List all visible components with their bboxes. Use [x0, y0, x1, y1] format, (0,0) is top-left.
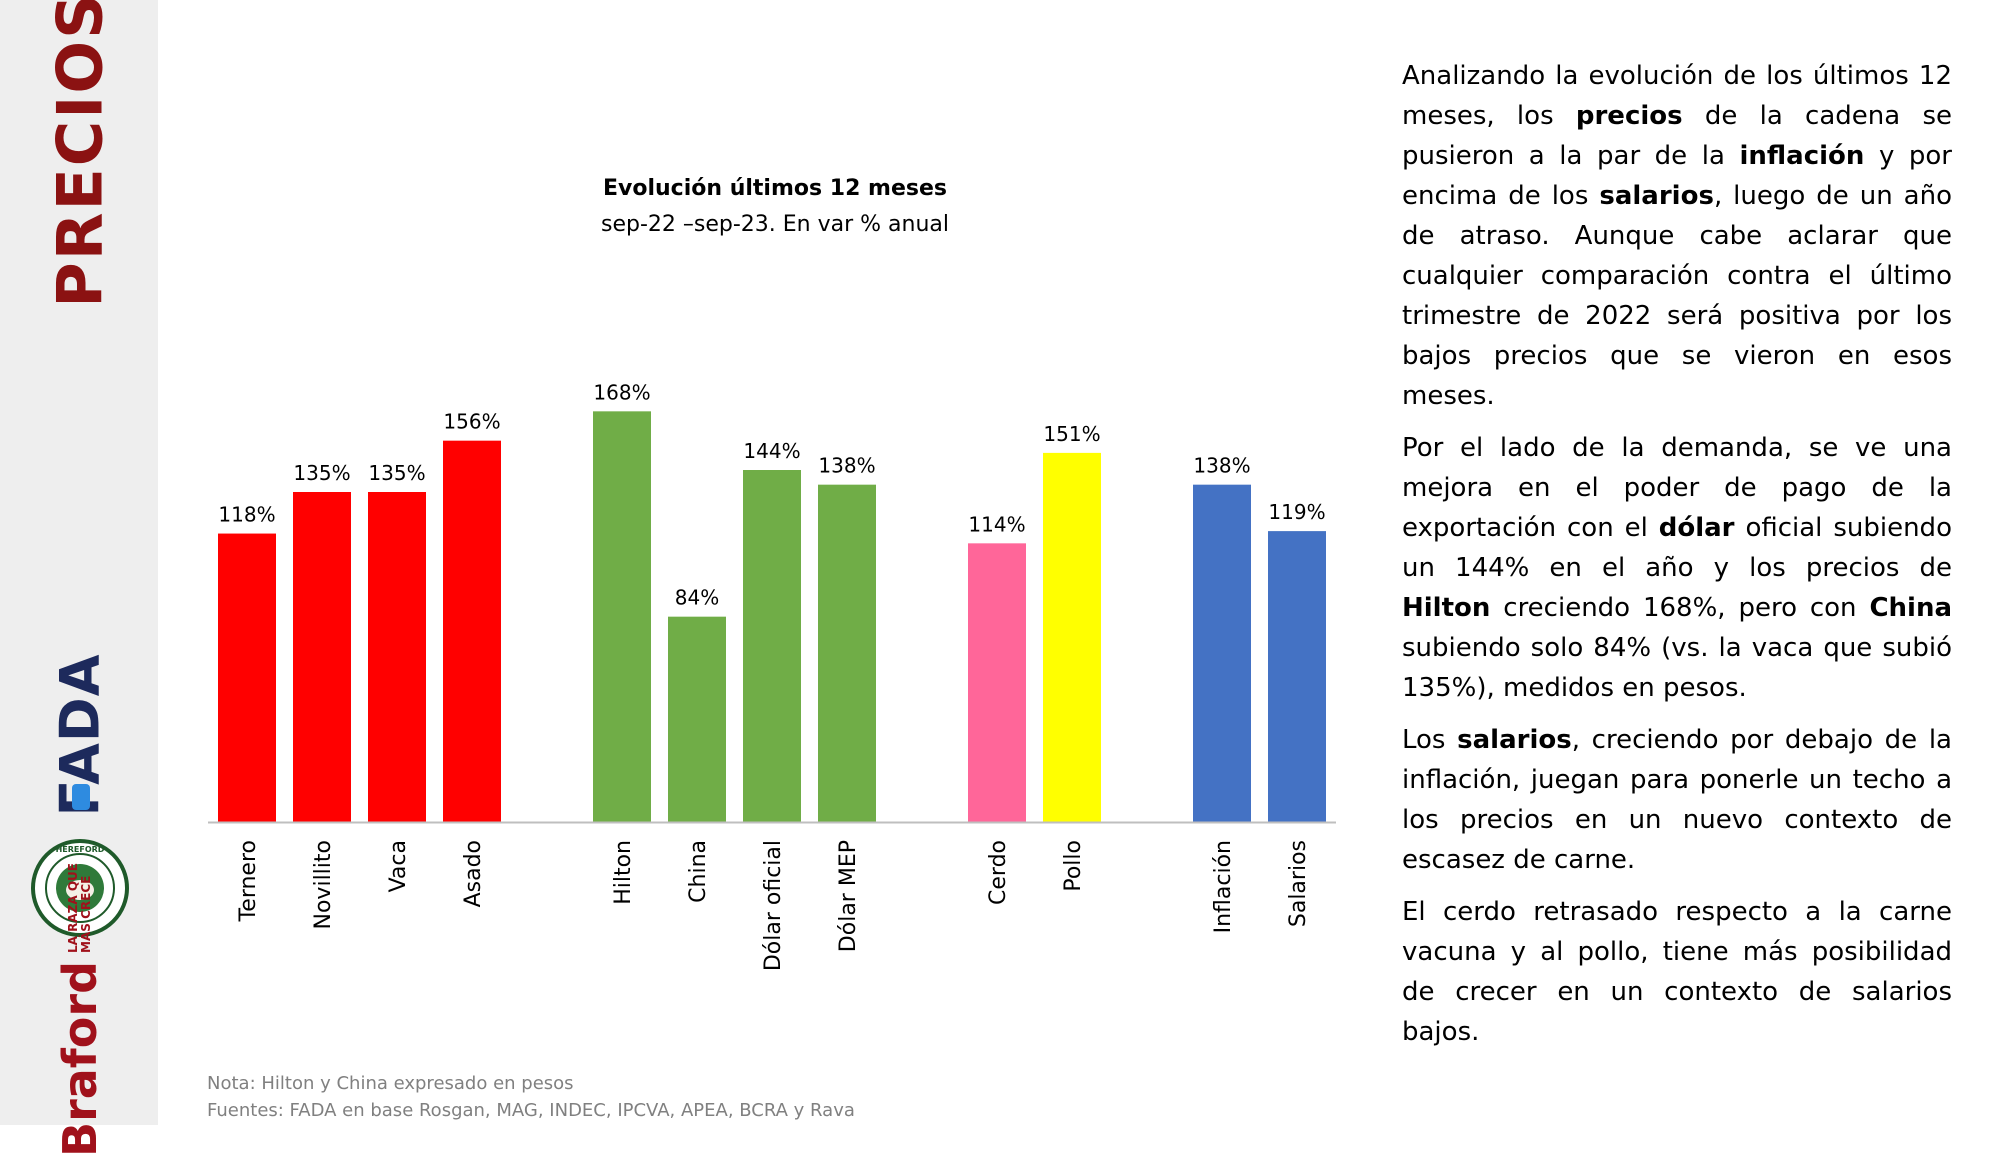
- data-label: 119%: [1268, 500, 1325, 524]
- category-label: Dólar oficial: [761, 840, 786, 971]
- source-text: Fuentes: FADA en base Rosgan, MAG, INDEC…: [207, 1100, 855, 1121]
- data-label: 138%: [1193, 454, 1250, 478]
- bar: [1268, 531, 1326, 822]
- chart-notes: Nota: Hilton y China expresado en pesos …: [207, 1070, 855, 1124]
- commentary-paragraph: Los salarios, creciendo por debajo de la…: [1402, 725, 1952, 875]
- category-label: Inflación: [1211, 840, 1236, 933]
- sidebar: PRECIOS FADA HEREFORD Braford LA RAZA QU…: [0, 0, 158, 1157]
- hereford-seal-logo: HEREFORD: [31, 839, 129, 937]
- braford-logo: Braford LA RAZA QUE MÁS CRECE: [53, 863, 107, 1157]
- braford-slogan: LA RAZA QUE MÁS CRECE: [66, 863, 93, 953]
- emphasis-text: Hilton: [1402, 593, 1491, 623]
- braford-wordmark: Braford: [53, 960, 107, 1157]
- bar: [1193, 484, 1251, 822]
- category-label: Hilton: [611, 840, 636, 905]
- chart-title: Evolución últimos 12 meses: [603, 176, 947, 201]
- bar: [293, 492, 351, 822]
- category-label: Ternero: [236, 840, 261, 922]
- data-label: 151%: [1043, 422, 1100, 446]
- category-label: Dólar MEP: [836, 840, 861, 952]
- chart-subtitle: sep-22 –sep-23. En var % anual: [600, 212, 949, 237]
- category-label: Cerdo: [986, 840, 1011, 905]
- data-label: 138%: [818, 454, 875, 478]
- data-label: 118%: [218, 503, 275, 527]
- emphasis-text: salarios: [1457, 725, 1572, 755]
- data-label: 135%: [293, 461, 350, 485]
- commentary-paragraph: Analizando la evolución de los últimos 1…: [1402, 61, 1952, 411]
- bar: [218, 533, 276, 822]
- section-title: PRECIOS: [43, 0, 117, 308]
- data-label: 114%: [968, 512, 1025, 536]
- data-label: 135%: [368, 461, 425, 485]
- bar: [818, 484, 876, 822]
- data-label: 156%: [443, 410, 500, 434]
- bar: [743, 470, 801, 822]
- category-label: China: [686, 840, 711, 903]
- bar: [443, 440, 501, 822]
- bar: [593, 411, 651, 822]
- emphasis-text: inflación: [1739, 141, 1865, 171]
- commentary-paragraph: Por el lado de la demanda, se ve una mej…: [1402, 433, 1952, 703]
- data-label: 168%: [593, 380, 650, 404]
- emphasis-text: China: [1869, 593, 1952, 623]
- data-label: 84%: [675, 586, 719, 610]
- category-label: Salarios: [1286, 840, 1311, 927]
- fada-logo-accent: [72, 784, 90, 810]
- category-label: Pollo: [1061, 840, 1086, 892]
- commentary: Analizando la evolución de los últimos 1…: [1402, 56, 1952, 1064]
- bar: [968, 543, 1026, 822]
- emphasis-text: dólar: [1658, 513, 1735, 543]
- bar: [668, 616, 726, 822]
- category-label: Vaca: [386, 840, 411, 892]
- commentary-paragraph: El cerdo retrasado respecto a la carne v…: [1402, 897, 1952, 1047]
- bar-chart: 118% Ternero 135% Novillito 135% Vaca 156% Asad…: [208, 380, 1336, 971]
- note-text: Nota: Hilton y China expresado en pesos: [207, 1073, 574, 1094]
- hereford-seal-text: HEREFORD: [56, 845, 105, 854]
- data-label: 144%: [743, 439, 800, 463]
- braford-slogan-line: MÁS CRECE: [79, 875, 93, 953]
- emphasis-text: salarios: [1599, 181, 1714, 211]
- bar: [368, 492, 426, 822]
- category-label: Novillito: [311, 840, 336, 929]
- emphasis-text: precios: [1575, 101, 1683, 131]
- category-label: Asado: [461, 840, 486, 907]
- bar: [1043, 452, 1101, 822]
